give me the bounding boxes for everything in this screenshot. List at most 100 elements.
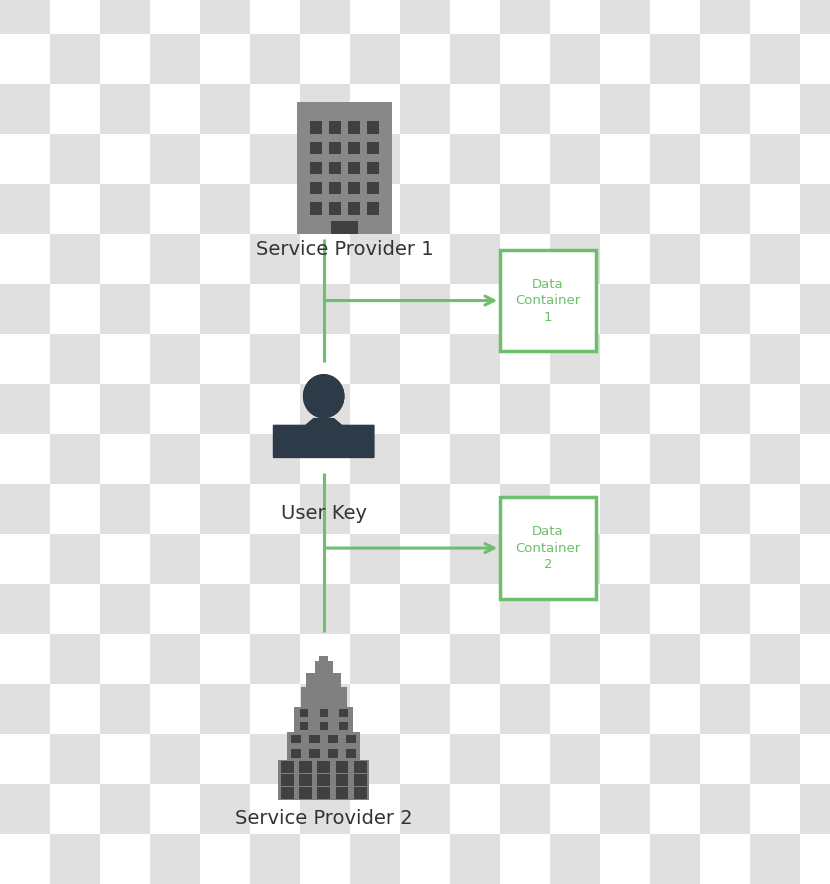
Bar — [500, 834, 550, 884]
Bar — [100, 834, 150, 884]
Bar — [350, 234, 400, 284]
Bar — [329, 141, 341, 154]
Bar — [300, 134, 350, 184]
Bar — [700, 434, 750, 484]
Bar — [550, 284, 600, 334]
Bar — [800, 184, 830, 234]
Bar — [348, 182, 360, 194]
Bar — [281, 761, 294, 773]
Bar — [650, 184, 700, 234]
Bar — [339, 709, 348, 717]
Bar — [250, 34, 300, 84]
Bar — [600, 334, 650, 384]
Bar — [0, 834, 50, 884]
Bar — [150, 84, 200, 134]
Bar — [650, 34, 700, 84]
Bar — [450, 534, 500, 584]
Bar — [328, 749, 338, 758]
Bar — [150, 384, 200, 434]
Bar — [500, 734, 550, 784]
Circle shape — [304, 375, 344, 417]
Bar — [600, 134, 650, 184]
Bar — [250, 334, 300, 384]
Bar — [800, 734, 830, 784]
Bar — [800, 384, 830, 434]
Bar — [550, 34, 600, 84]
Bar — [600, 734, 650, 784]
Bar — [0, 284, 50, 334]
Bar — [550, 834, 600, 884]
Bar — [650, 734, 700, 784]
Bar — [200, 634, 250, 684]
Bar — [300, 34, 350, 84]
Bar — [350, 84, 400, 134]
Bar — [400, 634, 450, 684]
Bar — [348, 202, 360, 215]
Bar — [550, 484, 600, 534]
Bar — [0, 84, 50, 134]
Bar — [400, 734, 450, 784]
Bar — [600, 484, 650, 534]
Bar — [100, 734, 150, 784]
Bar — [700, 834, 750, 884]
Bar — [200, 84, 250, 134]
Bar — [650, 434, 700, 484]
Bar — [500, 284, 550, 334]
FancyBboxPatch shape — [500, 497, 596, 599]
Bar — [300, 284, 350, 334]
Bar — [450, 334, 500, 384]
Bar — [650, 334, 700, 384]
Bar — [150, 584, 200, 634]
Bar — [320, 709, 328, 717]
Bar — [315, 661, 333, 673]
Bar — [100, 784, 150, 834]
Bar — [350, 784, 400, 834]
Bar — [150, 634, 200, 684]
Bar — [500, 634, 550, 684]
Bar — [650, 284, 700, 334]
Bar — [100, 184, 150, 234]
Bar — [650, 0, 700, 34]
Bar — [0, 634, 50, 684]
Bar — [450, 784, 500, 834]
Bar — [301, 687, 347, 706]
Bar — [550, 384, 600, 434]
Bar — [550, 584, 600, 634]
Bar — [450, 134, 500, 184]
Bar — [400, 134, 450, 184]
Bar — [650, 234, 700, 284]
Bar — [0, 334, 50, 384]
Bar — [450, 34, 500, 84]
Bar — [317, 774, 330, 786]
Bar — [150, 34, 200, 84]
Bar — [310, 735, 320, 743]
Bar — [329, 162, 341, 174]
Bar — [50, 184, 100, 234]
Bar — [250, 384, 300, 434]
Bar — [700, 684, 750, 734]
Bar — [550, 684, 600, 734]
Bar — [0, 0, 50, 34]
Bar — [800, 634, 830, 684]
Polygon shape — [274, 418, 374, 458]
Bar — [50, 534, 100, 584]
Bar — [50, 334, 100, 384]
Bar — [354, 761, 367, 773]
Text: Data
Container
2: Data Container 2 — [515, 525, 580, 571]
Bar — [600, 684, 650, 734]
Bar — [300, 84, 350, 134]
Bar — [367, 121, 379, 133]
Bar — [100, 384, 150, 434]
Bar — [0, 384, 50, 434]
Bar — [350, 184, 400, 234]
Bar — [800, 34, 830, 84]
Bar — [100, 584, 150, 634]
Bar — [335, 788, 349, 799]
Bar — [300, 234, 350, 284]
Bar — [800, 234, 830, 284]
Bar — [200, 534, 250, 584]
Bar — [650, 684, 700, 734]
Bar — [200, 834, 250, 884]
Bar — [350, 434, 400, 484]
Bar — [317, 761, 330, 773]
